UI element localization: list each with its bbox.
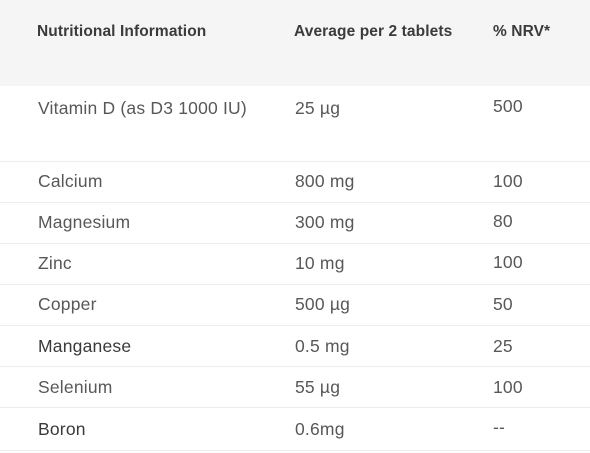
nutrient-name: Manganese — [38, 336, 132, 356]
nutrient-name: Vitamin D (as D3 1000 IU) — [38, 98, 247, 118]
nutrient-nrv: -- — [493, 417, 506, 437]
nutrient-name: Calcium — [38, 171, 103, 191]
nutrient-name: Magnesium — [38, 212, 131, 232]
nutrient-nrv: 100 — [493, 252, 523, 272]
table-header: Nutritional Information Average per 2 ta… — [0, 0, 590, 86]
nutrient-name: Boron — [38, 419, 86, 439]
nutrient-nrv: 500 — [493, 96, 523, 116]
nutrient-nrv: 100 — [493, 171, 523, 191]
nutrient-amount: 800 mg — [295, 171, 355, 191]
nutrient-nrv: 100 — [493, 377, 523, 397]
nutrient-name: Zinc — [38, 253, 72, 273]
table-row: Zinc 10 mg 100 — [0, 244, 590, 285]
table-row: Selenium 55 µg 100 — [0, 367, 590, 408]
table-row: Boron 0.6mg -- — [0, 408, 590, 451]
nutrient-name: Selenium — [38, 377, 113, 397]
nutrient-name: Copper — [38, 294, 97, 314]
header-average-per-2-tablets: Average per 2 tablets — [294, 23, 453, 40]
table-row: Calcium 800 mg 100 — [0, 162, 590, 203]
header-nutritional-information: Nutritional Information — [37, 23, 207, 40]
table-row: Vitamin D (as D3 1000 IU) 25 µg 500 — [0, 86, 590, 162]
nutrient-amount: 25 µg — [295, 98, 341, 118]
nutrient-amount: 10 mg — [295, 253, 345, 273]
table-row: Magnesium 300 mg 80 — [0, 203, 590, 244]
table-row: Copper 500 µg 50 — [0, 285, 590, 326]
nutrient-amount: 300 mg — [295, 212, 355, 232]
nutrient-amount: 55 µg — [295, 377, 341, 397]
nutrient-amount: 0.6mg — [295, 419, 345, 439]
nutrient-nrv: 25 — [493, 336, 513, 356]
nutrient-nrv: 80 — [493, 211, 513, 231]
table-row: Manganese 0.5 mg 25 — [0, 326, 590, 367]
nutrient-amount: 0.5 mg — [295, 336, 350, 356]
header-nrv: % NRV* — [493, 23, 551, 40]
nutrient-nrv: 50 — [493, 294, 513, 314]
nutrient-amount: 500 µg — [295, 294, 351, 314]
